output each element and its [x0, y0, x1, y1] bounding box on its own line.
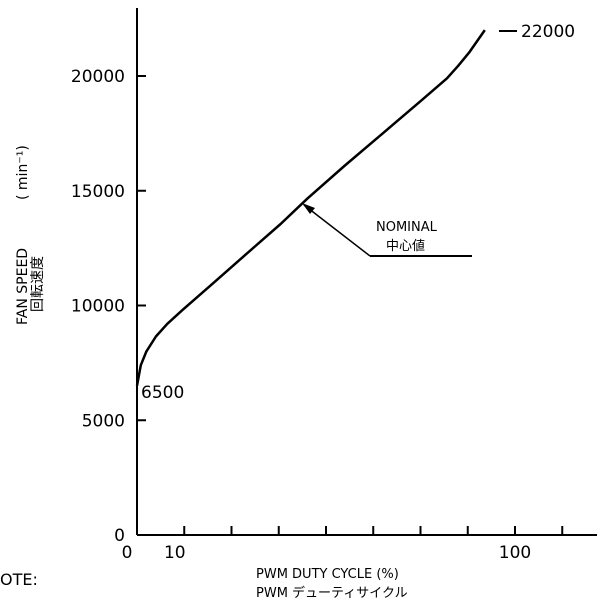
y-axis-unit: ( min⁻¹)	[15, 145, 31, 200]
nominal-label-secondary: 中心値	[386, 238, 425, 254]
x-ticks: 0 10 100	[122, 526, 563, 563]
nominal-leader-line	[304, 205, 370, 256]
end-value-label: 22000	[521, 22, 575, 42]
note-label: OTE:	[0, 570, 38, 589]
x-tick-label: 100	[499, 543, 531, 563]
y-axis-title-secondary: 回転速度	[30, 256, 46, 312]
nominal-label: NOMINAL	[376, 220, 438, 235]
y-axis-title: FAN SPEED	[15, 248, 31, 325]
x-tick-label: 10	[164, 543, 186, 563]
x-tick-label: 0	[122, 543, 133, 563]
y-tick-label: 10000	[71, 297, 125, 317]
axes	[137, 8, 597, 535]
start-value-label: 6500	[141, 383, 184, 403]
nominal-annotation: NOMINAL 中心値	[302, 203, 472, 256]
x-axis-title: PWM DUTY CYCLE (%)	[256, 567, 399, 582]
y-tick-label: 20000	[71, 67, 125, 87]
y-tick-label: 5000	[82, 411, 125, 431]
y-tick-label: 15000	[71, 182, 125, 202]
x-axis-title-secondary: PWM デューティサイクル	[256, 585, 408, 600]
